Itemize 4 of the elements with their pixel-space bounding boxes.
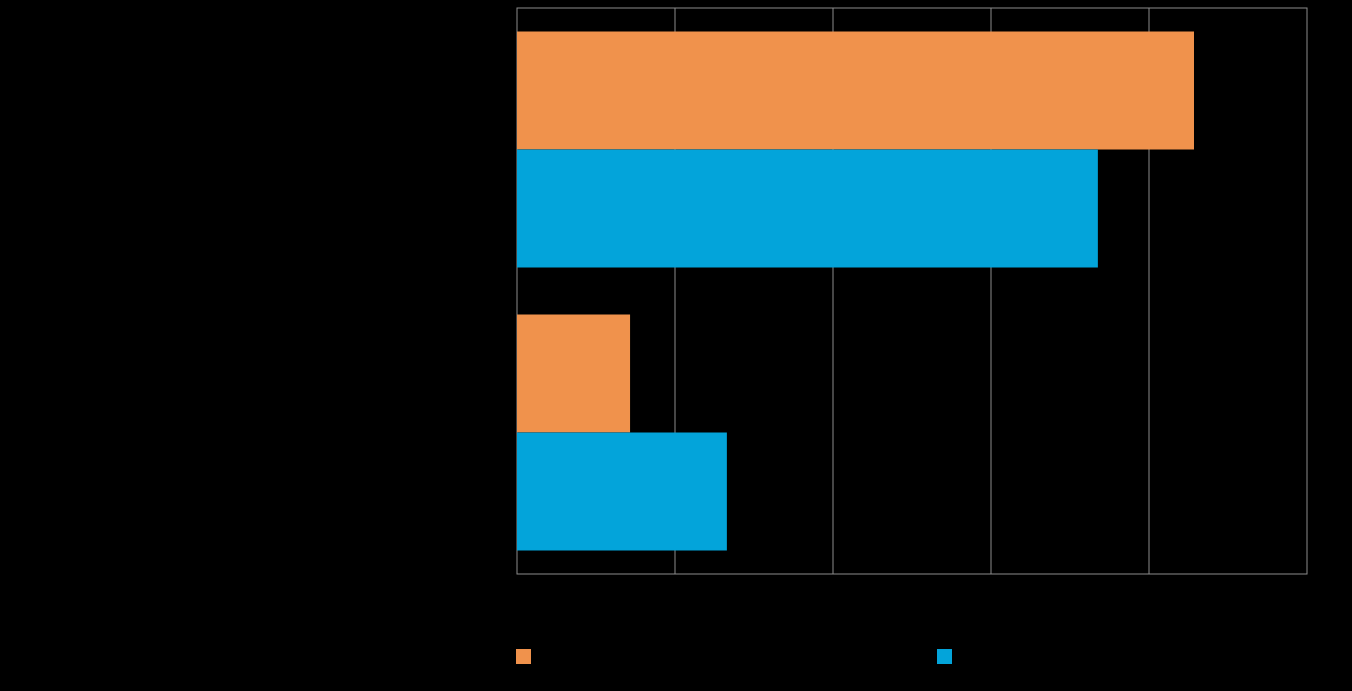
bar (517, 31, 1194, 150)
bar (517, 149, 1098, 268)
bar (517, 314, 631, 433)
bar (517, 432, 727, 551)
